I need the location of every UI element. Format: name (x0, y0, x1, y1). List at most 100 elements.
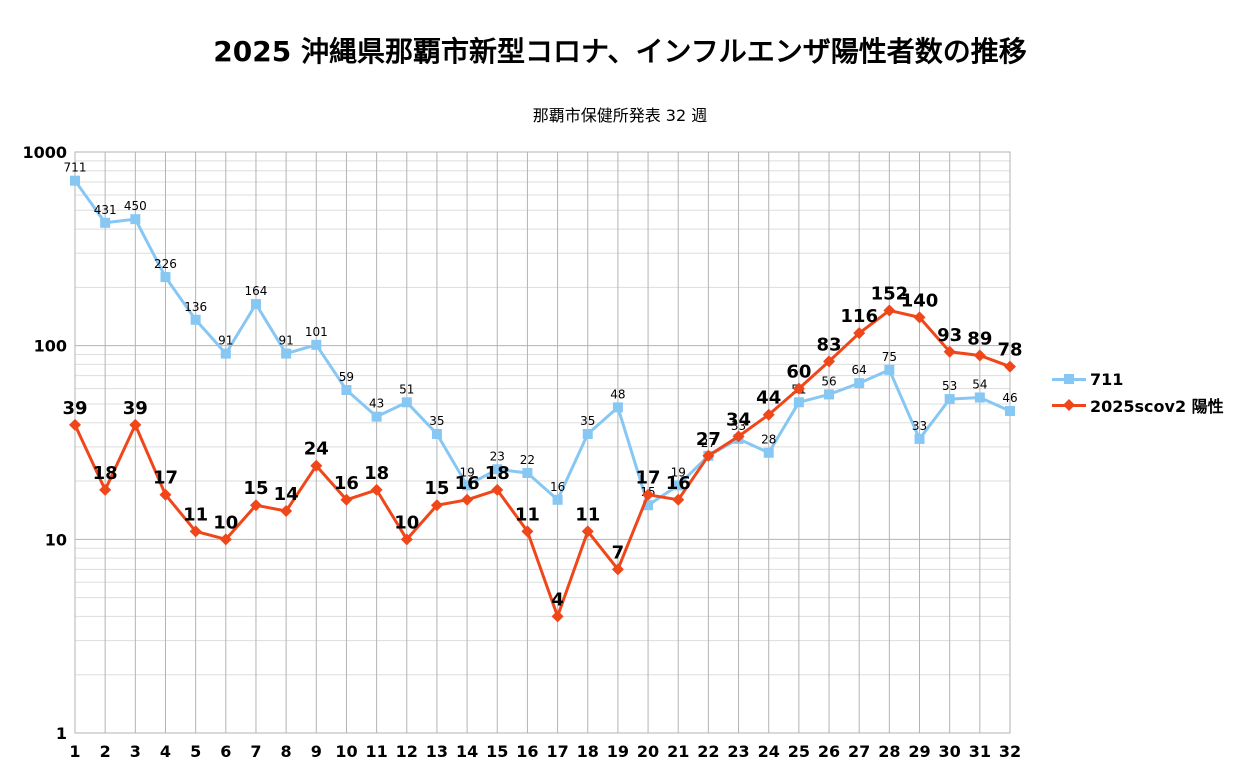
data-label: 11 (515, 504, 540, 525)
data-label: 19 (671, 465, 686, 479)
data-label: 27 (701, 436, 716, 450)
x-tick-label: 7 (250, 742, 261, 761)
data-label: 28 (761, 433, 776, 447)
data-point (973, 349, 986, 362)
data-label: 11 (575, 504, 600, 525)
x-tick-label: 25 (788, 742, 810, 761)
data-point (310, 459, 323, 472)
data-point (824, 389, 835, 400)
series-line-1 (73, 308, 1011, 618)
x-tick-label: 23 (727, 742, 749, 761)
x-tick-label: 29 (908, 742, 930, 761)
data-label: 54 (972, 377, 987, 391)
data-point (763, 447, 774, 458)
data-point (552, 494, 563, 505)
x-tick-label: 13 (426, 742, 448, 761)
data-point (793, 397, 804, 408)
data-label: 35 (580, 414, 595, 428)
y-tick-label: 100 (34, 337, 67, 356)
x-tick-label: 28 (878, 742, 900, 761)
data-label: 15 (243, 478, 268, 499)
x-tick-label: 27 (848, 742, 870, 761)
legend-item-series-1: 2025scov2 陽性 (1052, 394, 1224, 416)
x-tick-label: 22 (697, 742, 719, 761)
data-point (371, 411, 382, 422)
data-point (611, 563, 624, 576)
data-point (461, 493, 474, 506)
data-label: 136 (184, 300, 207, 314)
data-label: 10 (394, 512, 419, 533)
data-point (401, 397, 412, 408)
data-label: 53 (942, 379, 957, 393)
x-tick-label: 32 (999, 742, 1021, 761)
data-point (430, 499, 443, 512)
data-label: 56 (821, 374, 836, 388)
x-tick-label: 31 (969, 742, 991, 761)
data-label: 24 (304, 439, 329, 460)
data-label: 44 (756, 388, 781, 409)
data-point (159, 488, 172, 501)
data-point (943, 345, 956, 358)
data-label: 18 (364, 463, 389, 484)
data-label: 93 (937, 325, 962, 346)
data-label: 15 (424, 478, 449, 499)
data-label: 60 (786, 362, 811, 383)
data-point (702, 449, 715, 462)
data-point (1005, 405, 1015, 416)
series-0: 711 431 450 226 136 91 164 91 101 59 43 51 35 19 23 22 1… (64, 161, 1018, 511)
data-label: 16 (455, 473, 480, 494)
data-point (642, 488, 655, 501)
data-point (823, 355, 836, 368)
data-point (250, 299, 261, 310)
legend-swatch-series-1 (1052, 398, 1086, 412)
data-label: 39 (62, 398, 87, 419)
x-tick-label: 17 (546, 742, 568, 761)
x-tick-label: 19 (607, 742, 629, 761)
legend-label-series-1: 2025scov2 陽性 (1090, 397, 1224, 416)
x-tick-label: 8 (281, 742, 292, 761)
data-point (522, 468, 533, 479)
data-label: 83 (817, 334, 842, 355)
data-point (370, 483, 383, 496)
data-label: 711 (64, 161, 87, 175)
y-tick-label: 10 (45, 530, 67, 549)
x-tick-label: 1 (69, 742, 80, 761)
data-point (311, 339, 322, 350)
data-point (974, 392, 985, 403)
legend-label-series-0: 711 (1090, 369, 1124, 389)
data-label: 19 (459, 465, 474, 479)
data-point (521, 525, 534, 538)
data-point (551, 610, 564, 623)
data-point (341, 385, 352, 396)
data-label: 78 (997, 340, 1022, 361)
data-point (883, 304, 896, 317)
x-tick-label: 10 (335, 742, 357, 761)
data-point (944, 394, 955, 405)
x-tick-label: 21 (667, 742, 689, 761)
x-tick-label: 5 (190, 742, 201, 761)
x-tick-label: 30 (939, 742, 961, 761)
data-label: 46 (1002, 391, 1017, 405)
data-point (792, 382, 805, 395)
data-point (219, 533, 232, 546)
legend-swatch-series-0 (1052, 373, 1086, 385)
data-label: 33 (912, 419, 927, 433)
data-point (340, 493, 353, 506)
data-label: 17 (153, 468, 178, 489)
data-label: 431 (94, 203, 117, 217)
x-tick-label: 20 (637, 742, 659, 761)
data-label: 39 (123, 398, 148, 419)
x-tick-label: 11 (365, 742, 387, 761)
data-point (492, 464, 503, 475)
data-label: 16 (550, 480, 565, 494)
data-label: 75 (882, 350, 897, 364)
data-point (189, 525, 202, 538)
data-label: 116 (840, 306, 878, 327)
data-point (462, 480, 473, 491)
data-label: 7 (612, 542, 625, 563)
data-point (70, 175, 80, 186)
data-label: 226 (154, 257, 177, 271)
data-label: 17 (636, 468, 661, 489)
